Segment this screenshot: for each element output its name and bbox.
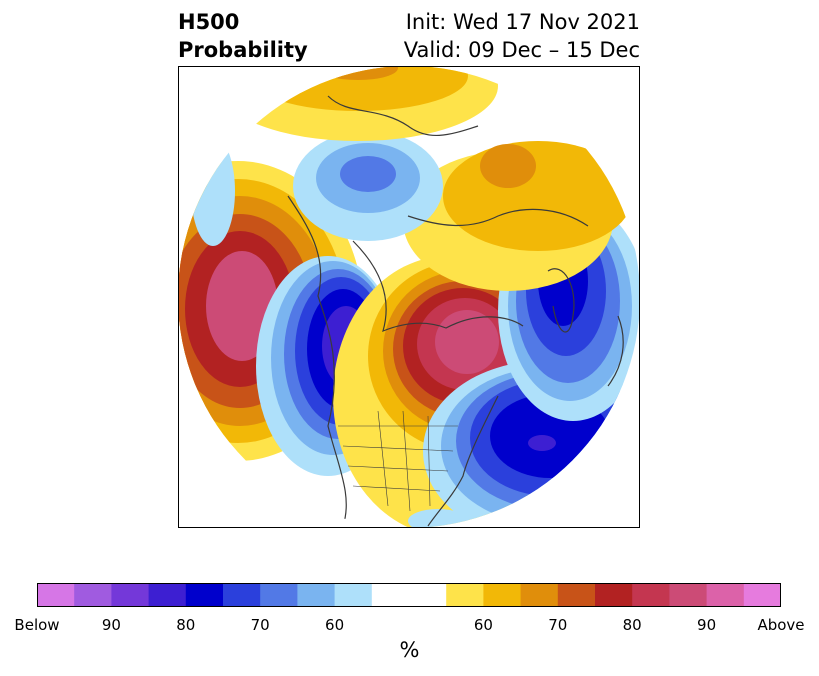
- colorbar-unit-label: %: [399, 638, 420, 662]
- anomaly-arctic-trough: [293, 131, 443, 241]
- map-border: [178, 66, 640, 528]
- probability-map: [178, 66, 640, 528]
- colorbar-swatch-below-1: [37, 583, 75, 607]
- valid-period: Valid: 09 Dec – 15 Dec: [403, 38, 640, 62]
- coast-europe: [607, 315, 624, 387]
- coast-siberia: [407, 208, 589, 227]
- colorbar-tick-label: 90: [101, 616, 121, 634]
- colorbar-swatch-below-4: [148, 583, 187, 607]
- forecast-dates: Init: Wed 17 Nov 2021 Valid: 09 Dec – 15…: [404, 8, 640, 64]
- state-borders: [338, 410, 458, 512]
- chart-title: H500 Probability: [178, 8, 308, 64]
- colorbar-tick-label: 70: [548, 616, 568, 634]
- coast-west-na: [287, 195, 347, 527]
- colorbar-swatch-below-5: [185, 583, 224, 607]
- colorbar-swatch-above-5: [595, 583, 633, 607]
- colorbar-swatch-above-1: [446, 583, 484, 607]
- colorbar-tick-label: Above: [757, 616, 805, 634]
- title-product: Probability: [178, 38, 308, 62]
- colorbar-swatch-above-7: [669, 583, 708, 607]
- colorbar-tick-label: 90: [697, 616, 717, 634]
- colorbar-swatch-below-8: [297, 583, 336, 607]
- coast-chukotka: [327, 95, 479, 137]
- coast-east-na: [427, 395, 499, 527]
- init-date: Init: Wed 17 Nov 2021: [405, 10, 640, 34]
- colorbar-swatch-above-3: [520, 583, 559, 607]
- colorbar-tick-label: 80: [176, 616, 196, 634]
- coast-arctic-canada: [352, 240, 524, 333]
- colorbar-swatch-below-2: [74, 583, 112, 607]
- colorbar-swatch-above-4: [557, 583, 596, 607]
- coastlines: [287, 95, 624, 527]
- colorbar-swatch-above-6: [632, 583, 670, 607]
- colorbar-tick-label: 70: [250, 616, 270, 634]
- colorbar-swatch-below-7: [260, 583, 298, 607]
- colorbar: [37, 583, 781, 607]
- colorbar-tick-label: 60: [325, 616, 345, 634]
- colorbar-tick-labels: Below 90 80 70 60 60 70 80 90 Above: [0, 616, 819, 636]
- colorbar-svg: [37, 583, 781, 607]
- us-state-grid: [338, 410, 458, 512]
- coast-scandinavia: [547, 268, 575, 333]
- title-variable: H500: [178, 10, 240, 34]
- colorbar-swatch-neutral: [371, 583, 447, 607]
- colorbar-swatch-below-3: [111, 583, 150, 607]
- colorbar-tick-label: 80: [622, 616, 642, 634]
- colorbar-swatch-below-9: [334, 583, 373, 607]
- colorbar-swatch-above-9: [743, 583, 781, 607]
- colorbar-swatch-below-6: [223, 583, 261, 607]
- colorbar-tick-label: Below: [14, 616, 60, 634]
- colorbar-swatch-above-2: [483, 583, 522, 607]
- colorbar-border: [37, 583, 781, 607]
- colorbar-tick-label: 60: [473, 616, 493, 634]
- map-svg: [178, 66, 640, 528]
- anomaly-siberia-ridge: [403, 141, 633, 291]
- colorbar-swatch-above-8: [706, 583, 745, 607]
